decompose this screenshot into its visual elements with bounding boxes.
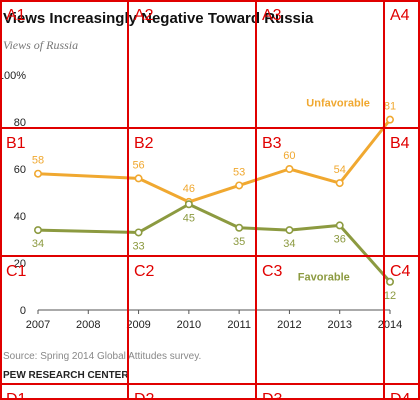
y-tick-label: 20 xyxy=(14,258,26,270)
x-tick-label: 2009 xyxy=(126,319,150,331)
chart-subtitle: Views of Russia xyxy=(3,38,78,52)
overlay-cell-label: D4 xyxy=(390,391,411,400)
unfavorable-data-point xyxy=(33,169,42,178)
org-name: PEW RESEARCH CENTER xyxy=(3,370,129,381)
favorable-series-name: Favorable xyxy=(298,272,350,284)
favorable-data-point xyxy=(385,277,394,286)
unfavorable-data-label: 53 xyxy=(233,166,245,178)
favorable-data-label: 34 xyxy=(283,238,295,250)
source-note: Source: Spring 2014 Global Attitudes sur… xyxy=(3,351,201,362)
x-tick-label: 2008 xyxy=(76,319,100,331)
unfavorable-data-point xyxy=(134,174,143,183)
favorable-data-label: 12 xyxy=(384,290,396,302)
favorable-data-label: 33 xyxy=(132,240,144,252)
unfavorable-data-label: 60 xyxy=(283,150,295,162)
favorable-data-point xyxy=(285,226,294,235)
x-axis: 2007 2008 2009 2010 2011 2012 2013 2014 xyxy=(26,310,402,331)
overlay-cell-label: C3 xyxy=(262,263,283,280)
favorable-data-point xyxy=(335,221,344,230)
unfavorable-data-label: 54 xyxy=(334,164,346,176)
favorable-data-label: 35 xyxy=(233,236,245,248)
unfavorable-data-point xyxy=(285,165,294,174)
x-tick-label: 2012 xyxy=(277,319,301,331)
unfavorable-series-line xyxy=(37,118,392,204)
unfavorable-data-label: 58 xyxy=(32,155,44,167)
unfavorable-data-label: 56 xyxy=(132,159,144,171)
overlay-cell-label: D3 xyxy=(262,391,283,400)
overlay-cell-label: D2 xyxy=(134,391,155,400)
overlay-cell-label: D1 xyxy=(6,391,27,400)
unfavorable-data-point xyxy=(235,181,244,190)
favorable-data-point xyxy=(235,223,244,232)
overlay-cell-label: B3 xyxy=(262,135,282,152)
overlay-cell-label: A2 xyxy=(134,7,154,24)
overlay-cell-label: B1 xyxy=(6,135,26,152)
y-tick-label: 100% xyxy=(0,70,26,82)
y-tick-label: 60 xyxy=(14,164,26,176)
overlay-cell-label: C2 xyxy=(134,263,155,280)
favorable-data-point xyxy=(134,228,143,237)
x-tick-label: 2007 xyxy=(26,319,50,331)
unfavorable-data-label: 46 xyxy=(183,183,195,195)
overlay-cell-label: A3 xyxy=(262,7,282,24)
favorable-data-point xyxy=(33,226,42,235)
unfavorable-data-point xyxy=(385,115,394,124)
overlay-cell-label: B4 xyxy=(390,135,410,152)
overlay-cell-label: A4 xyxy=(390,7,410,24)
unfavorable-data-point xyxy=(335,179,344,188)
unfavorable-series-name: Unfavorable xyxy=(306,98,370,110)
x-tick-label: 2014 xyxy=(378,319,402,331)
x-tick-label: 2010 xyxy=(177,319,201,331)
overlay-cell-label: A1 xyxy=(6,7,26,24)
unfavorable-data-label: 81 xyxy=(384,101,396,113)
y-tick-label: 80 xyxy=(14,117,26,129)
favorable-data-label: 36 xyxy=(334,233,346,245)
overlay-cell-label: B2 xyxy=(134,135,154,152)
y-axis: 0 20 40 60 80 100% xyxy=(0,70,26,317)
chart-title: Views Increasingly Negative Toward Russi… xyxy=(3,10,314,27)
x-tick-label: 2011 xyxy=(227,319,251,331)
overlay-cell-label: C4 xyxy=(390,263,411,280)
overlay-cell-label: C1 xyxy=(6,263,27,280)
y-tick-label: 0 xyxy=(20,305,26,317)
favorable-data-label: 34 xyxy=(32,238,44,250)
favorable-data-label: 45 xyxy=(183,212,195,224)
y-tick-label: 40 xyxy=(14,211,26,223)
x-tick-label: 2013 xyxy=(327,319,351,331)
favorable-data-point xyxy=(184,200,193,209)
series-layer: 58 56 46 53 60 54 81 Unfavorable 34 33 45 35 34 36 12 F… xyxy=(32,98,396,302)
